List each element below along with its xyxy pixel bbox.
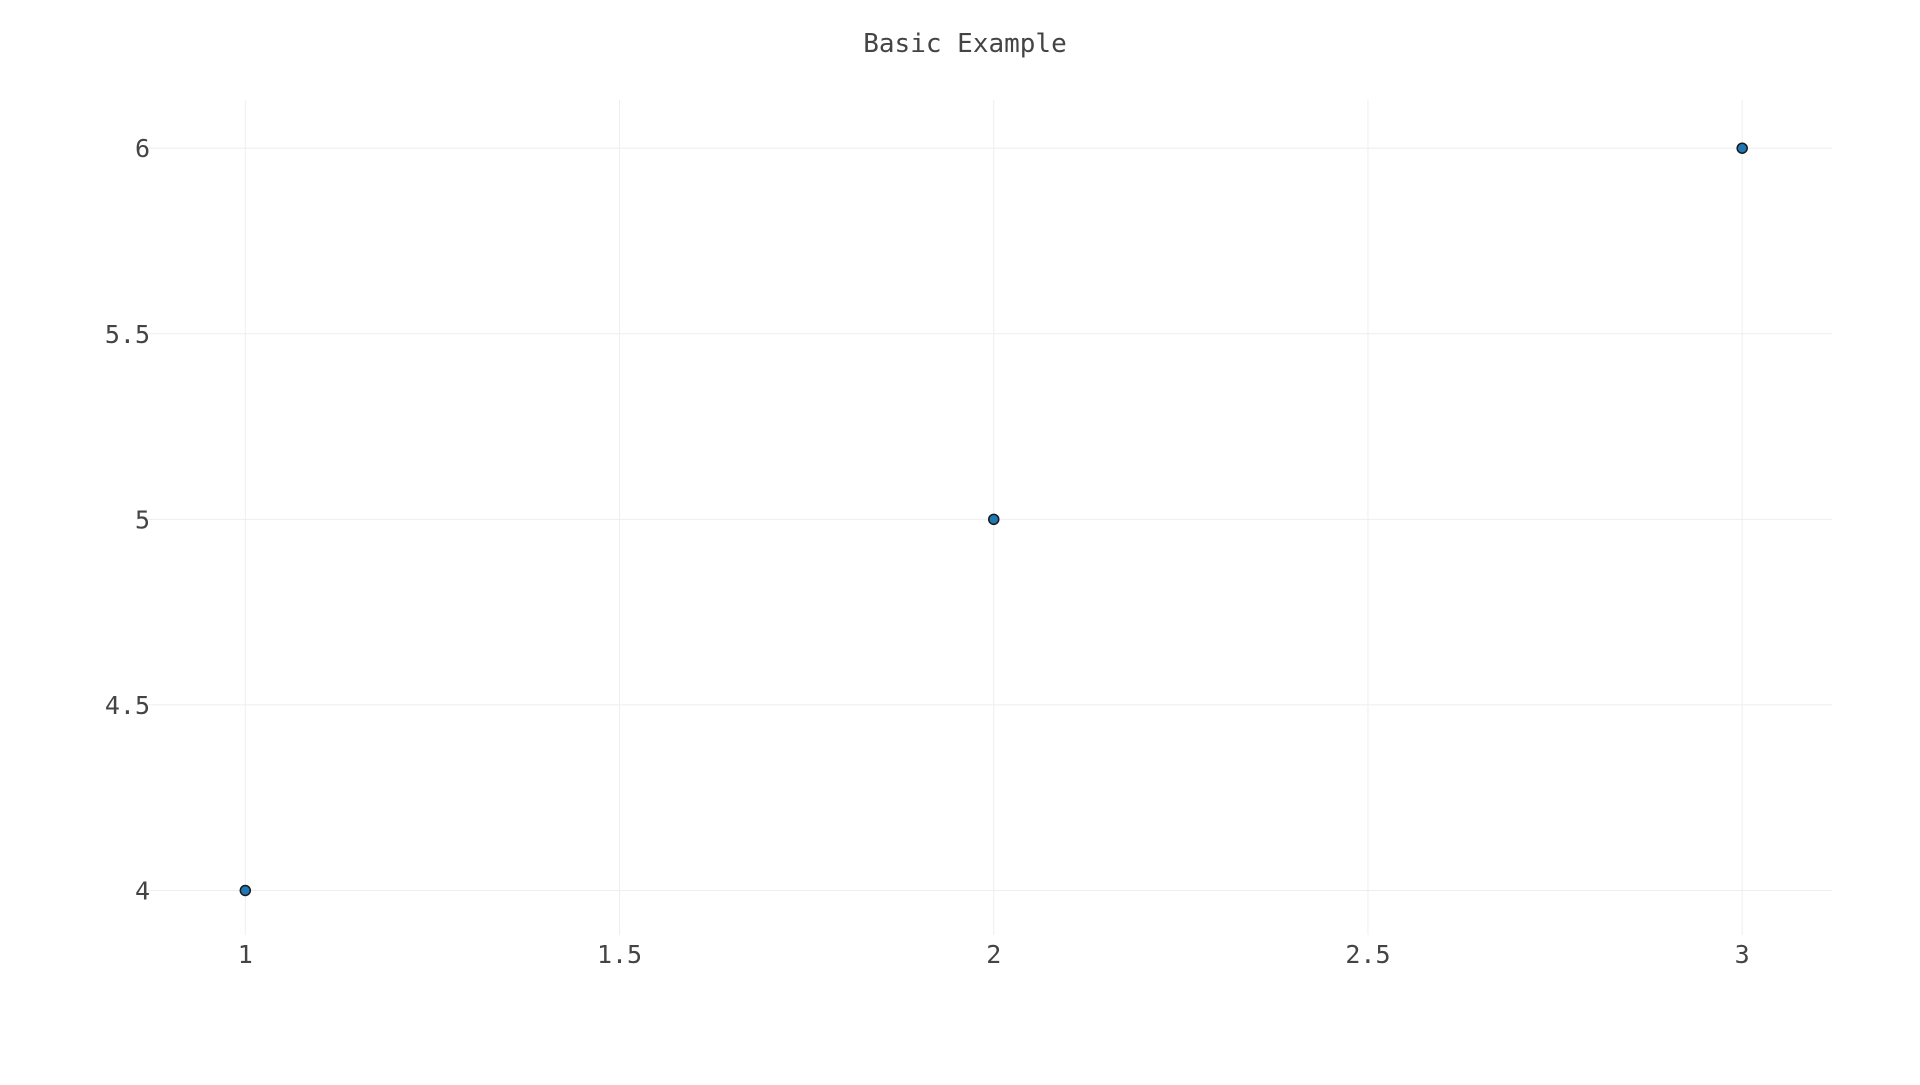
- y-axis-ticks: 4 4.5 5 5.5 6: [105, 134, 150, 905]
- x-tick-label: 3: [1735, 940, 1750, 969]
- y-tick-label: 5: [135, 505, 150, 534]
- x-tick-label: 2: [986, 940, 1001, 969]
- y-tick-label: 5.5: [105, 320, 150, 349]
- grid-lines: [148, 100, 1832, 935]
- data-point[interactable]: [1736, 142, 1748, 154]
- x-tick-label: 2.5: [1345, 940, 1390, 969]
- data-point[interactable]: [239, 884, 252, 897]
- y-tick-label: 4.5: [105, 691, 150, 720]
- y-tick-label: 4: [135, 876, 150, 905]
- chart-title: Basic Example: [863, 29, 1067, 59]
- x-axis-ticks: 1 1.5 2 2.5 3: [238, 940, 1750, 969]
- data-point[interactable]: [987, 513, 1000, 526]
- x-tick-label: 1.5: [597, 940, 642, 969]
- x-tick-label: 1: [238, 940, 253, 969]
- data-points: [239, 142, 1748, 897]
- y-tick-label: 6: [135, 134, 150, 163]
